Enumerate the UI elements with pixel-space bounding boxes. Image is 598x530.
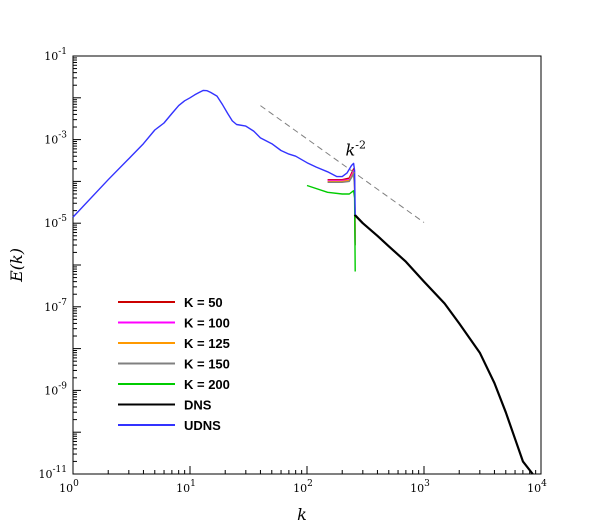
tick-labels: 100 101 102 103 104 10-11 10-9 10-7 10-5 10-3 10-1 bbox=[39, 47, 548, 495]
legend: K = 50 K = 100 K = 125 K = 150 K = 200 DNS UDN… bbox=[118, 295, 230, 433]
legend-label: K = 125 bbox=[184, 336, 230, 351]
y-tick-label: 10-7 bbox=[44, 298, 67, 314]
legend-label: K = 150 bbox=[184, 357, 230, 372]
x-tick-label: 101 bbox=[176, 479, 196, 495]
y-tick-label: 10-1 bbox=[44, 47, 67, 63]
y-tick-label: 10-11 bbox=[39, 465, 68, 481]
y-axis-title: E(k) bbox=[7, 248, 26, 283]
legend-label: K = 200 bbox=[184, 377, 230, 392]
plot-frame bbox=[72, 55, 542, 475]
legend-label: K = 50 bbox=[184, 295, 223, 310]
series-line bbox=[327, 173, 356, 246]
legend-label: UDNS bbox=[184, 418, 221, 433]
slope-annotation: k-2 bbox=[346, 138, 366, 159]
y-tick-label: 10-3 bbox=[44, 131, 67, 147]
y-tick-label: 10-9 bbox=[44, 381, 67, 397]
series-layer bbox=[72, 89, 534, 475]
x-tick-label: 102 bbox=[293, 479, 313, 495]
x-tick-label: 103 bbox=[410, 479, 430, 495]
y-tick-label: 10-5 bbox=[44, 214, 67, 230]
series-line bbox=[72, 89, 356, 218]
legend-label: DNS bbox=[184, 398, 212, 413]
series-line bbox=[306, 184, 356, 272]
series-line bbox=[353, 213, 534, 475]
x-tick-label: 104 bbox=[527, 479, 547, 495]
legend-label: K = 100 bbox=[184, 316, 230, 331]
x-tick-label: 100 bbox=[59, 479, 79, 495]
x-axis-title: k bbox=[297, 505, 307, 524]
series-line bbox=[327, 172, 356, 246]
axis-ticks bbox=[72, 57, 537, 475]
reference-line bbox=[260, 105, 425, 223]
